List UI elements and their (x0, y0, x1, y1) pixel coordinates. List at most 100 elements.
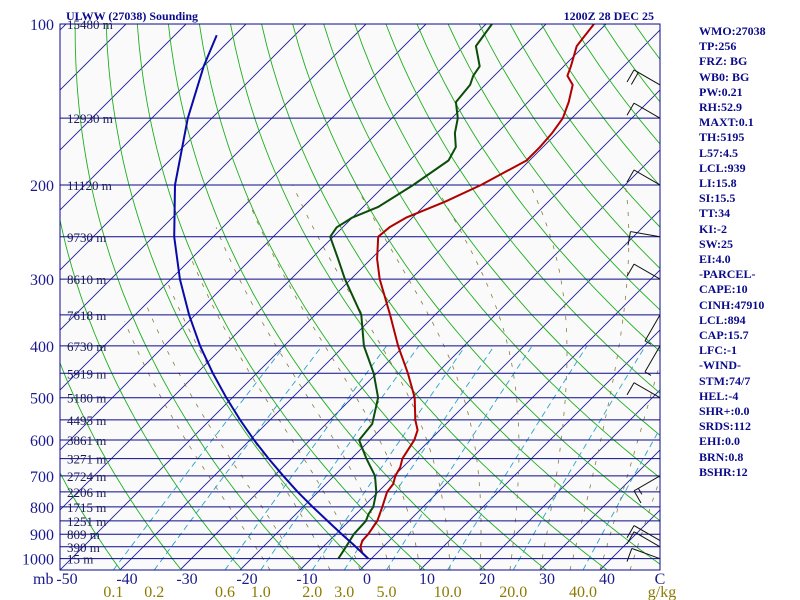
chart-title: ULWW (27038) Sounding (66, 9, 198, 23)
pressure-tick-label: 700 (30, 469, 54, 486)
index-item: -PARCEL- (699, 267, 756, 282)
dry-adiabat (60, 471, 121, 570)
pressure-tick-label: 900 (30, 527, 54, 544)
isotherm-line (179, 89, 660, 570)
temperature-tick-label: -40 (116, 571, 137, 588)
temperature-tick-label: -50 (56, 571, 77, 588)
wind-barb (626, 531, 661, 548)
dry-adiabat (136, 24, 426, 570)
height-label: 390 m (67, 540, 100, 555)
dewpoint-line (329, 24, 493, 560)
wind-barb-feather (633, 490, 642, 504)
isotherm-line (60, 24, 547, 511)
wind-barb (627, 231, 661, 246)
wind-barb (626, 69, 661, 86)
wind-barb-feather (626, 69, 635, 83)
wind-barb-staff (644, 314, 661, 342)
index-item: STM:74/7 (699, 373, 751, 388)
dry-adiabat (261, 24, 660, 565)
mixing-ratio-line (260, 345, 420, 570)
wind-barb-feather (626, 382, 635, 396)
isotherm-line (60, 24, 607, 570)
mixing-ratio-line (386, 345, 533, 570)
temperature-tick-label: 40 (599, 571, 615, 588)
pressure-units: mb (33, 571, 53, 588)
dry-adiabat (447, 24, 660, 311)
isotherm-line (0, 24, 6, 570)
wind-barb-feather (644, 371, 652, 376)
index-item: RH:52.9 (699, 100, 742, 115)
dry-adiabat (354, 24, 660, 436)
index-item: CAPE:10 (699, 282, 748, 297)
parcel-line (173, 34, 369, 560)
mixing-ratio-label: 0.1 (103, 584, 123, 600)
isotherm-line (359, 269, 660, 570)
height-label: 2206 m (67, 485, 106, 500)
index-item: EHI:0.0 (699, 434, 741, 449)
temperature-tick-label: 20 (479, 571, 495, 588)
index-item: FRZ: BG (699, 54, 748, 69)
wind-barb-feather (626, 263, 635, 277)
mixing-ratio-label: 20.0 (499, 584, 527, 600)
height-label: 7618 m (67, 308, 106, 323)
index-item: L57:4.5 (699, 145, 738, 160)
isotherm-line (60, 24, 67, 31)
dry-adiabat (416, 24, 660, 353)
dry-adiabat (60, 218, 243, 570)
moist-adiabat (529, 184, 568, 570)
mixing-ratio-line (153, 345, 323, 570)
index-item: EI:4.0 (699, 252, 731, 267)
mixing-ratio-units: g/kg (648, 584, 676, 600)
wind-barb (626, 169, 661, 186)
index-item: MAXT:0.1 (699, 115, 754, 130)
isotherm-line (479, 389, 660, 570)
pressure-tick-label: 800 (30, 500, 54, 517)
mixing-ratio-label: 10.0 (434, 584, 462, 600)
isotherm-line (299, 209, 660, 570)
moist-adiabat (355, 184, 482, 570)
isotherm-line (60, 24, 247, 211)
wind-barb-staff (633, 525, 661, 542)
dry-adiabat (323, 24, 660, 479)
moist-adiabat (189, 254, 361, 570)
wind-barb-staff (633, 531, 661, 548)
index-item: BRN:0.8 (699, 449, 744, 464)
wind-barb-staff (633, 263, 661, 280)
height-label: 6730 m (67, 339, 106, 354)
index-item: WB0: BG (699, 69, 750, 84)
mixing-ratio-line (112, 345, 286, 570)
mixing-ratio-label: 5.0 (376, 584, 396, 600)
height-label: 1251 m (67, 514, 106, 529)
dry-adiabat (292, 24, 660, 522)
index-item: -WIND- (699, 358, 741, 373)
mixing-ratio-line (447, 345, 588, 570)
height-label: 9730 m (67, 230, 106, 245)
height-label: 4495 m (67, 413, 106, 428)
temperature-units: C (655, 571, 666, 588)
dry-adiabat (105, 24, 365, 570)
index-item: SHR+:0.0 (699, 404, 750, 419)
wind-barb-feather (626, 531, 635, 545)
height-label: 8610 m (67, 272, 106, 287)
mixing-ratio-label: 3.0 (334, 584, 354, 600)
index-item: TH:5195 (699, 130, 745, 145)
temperature-tick-label: -20 (236, 571, 257, 588)
isotherm-line (60, 24, 367, 331)
index-item: CAP:15.7 (699, 328, 749, 343)
mixing-ratio-label: 1.0 (251, 584, 271, 600)
wind-barb (626, 102, 661, 119)
pressure-tick-label: 100 (30, 17, 54, 34)
dry-adiabat (198, 24, 547, 570)
wind-barb-feather (626, 525, 635, 538)
wind-barb (626, 547, 661, 562)
plot-frame (59, 23, 661, 571)
height-label: 15480 m (67, 17, 113, 32)
wind-barb-feather (637, 488, 643, 495)
temperature-tick-label: 30 (539, 571, 555, 588)
wind-barb (626, 263, 661, 280)
index-item: KI:-2 (699, 221, 727, 236)
wind-barb-staff (631, 547, 661, 560)
mixing-ratio-line (512, 345, 646, 570)
height-label: 3861 m (67, 433, 106, 448)
dry-adiabat (478, 24, 660, 270)
